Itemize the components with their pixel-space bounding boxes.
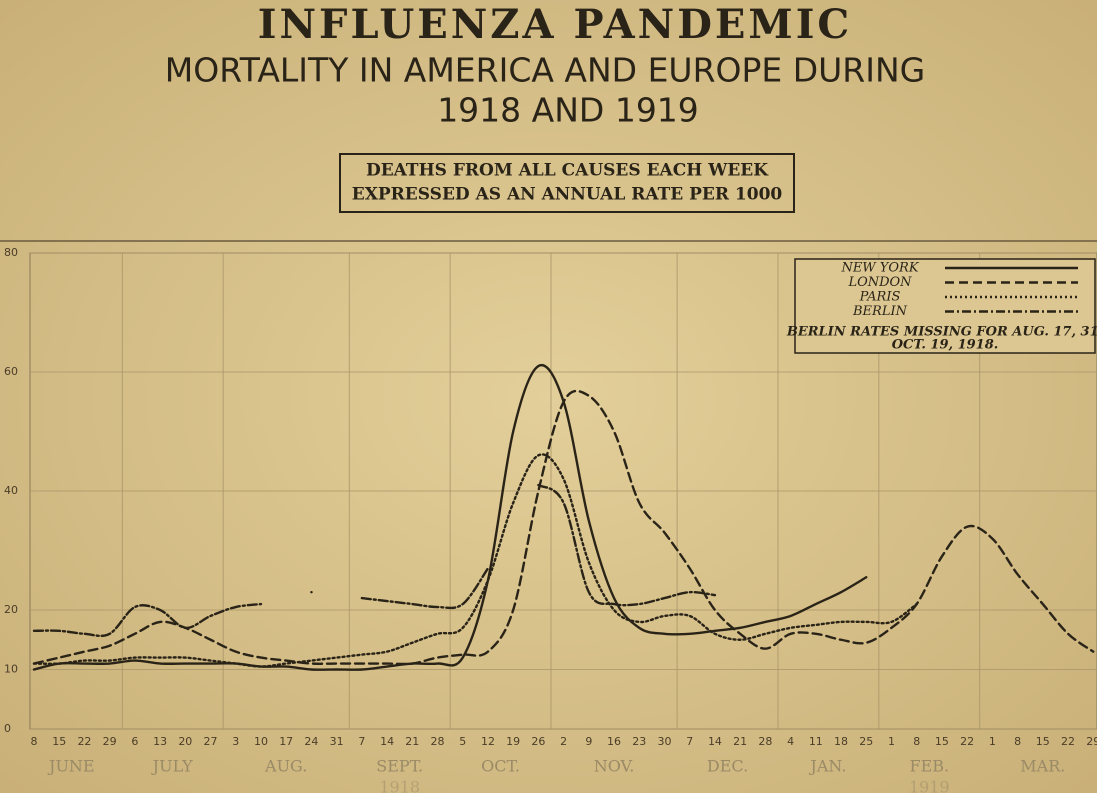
x-tick-label: 28 (758, 735, 772, 748)
month-label: JUNE (47, 757, 95, 776)
x-tick-label: 30 (658, 735, 672, 748)
chart-title: INFLUENZA PANDEMIC (258, 1, 852, 48)
y-tick-label: 40 (4, 484, 18, 497)
x-tick-label: 16 (607, 735, 621, 748)
series-line (537, 483, 717, 607)
month-label: DEC. (707, 757, 748, 776)
x-tick-label: 21 (405, 735, 419, 748)
x-tick-label: 31 (330, 735, 344, 748)
series-line (32, 602, 263, 638)
x-tick-label: 4 (787, 735, 794, 748)
x-tick-label: 15 (935, 735, 949, 748)
lines (32, 363, 1095, 671)
x-tick-label: 18 (834, 735, 848, 748)
series-line (360, 567, 490, 610)
x-tick-label: 8 (1014, 735, 1021, 748)
x-tick-label: 14 (708, 735, 722, 748)
x-tick-label: 26 (531, 735, 545, 748)
month-label: JAN. (808, 757, 846, 776)
x-tick-label: 25 (859, 735, 873, 748)
x-tick-label: 28 (431, 735, 445, 748)
x-tick-label: 6 (131, 735, 138, 748)
y-tick-label: 20 (4, 603, 18, 616)
x-tick-label: 15 (1036, 735, 1050, 748)
x-tick-label: 22 (1061, 735, 1075, 748)
x-tick-label: 5 (459, 735, 466, 748)
note-box (339, 153, 795, 213)
y-tick-label: 10 (4, 663, 18, 676)
x-tick-label: 11 (809, 735, 823, 748)
month-label: OCT. (481, 757, 520, 776)
legend-note: OCT. 19, 1918. (892, 338, 999, 353)
x-tick-label: 27 (204, 735, 218, 748)
legend-note: BERLIN RATES MISSING FOR AUG. 17, 31, (786, 325, 1097, 340)
y-tick-label: 80 (4, 246, 18, 259)
axis: 0 10 20 40 60 80 JUNE JULY AUG. SEPT. OCT. NOV. DEC.… (4, 246, 1097, 793)
x-tick-label: 12 (481, 735, 495, 748)
x-tick-label: 24 (304, 735, 318, 748)
legend-label: PARIS (859, 290, 901, 305)
note-text: EXPRESSED AS AN ANNUAL RATE PER 1000 (352, 185, 783, 205)
month-label: JULY (151, 757, 194, 776)
month-label: NOV. (594, 757, 635, 776)
year-label: 1918 (379, 778, 420, 793)
note-text: DEATHS FROM ALL CAUSES EACH WEEK (366, 161, 769, 181)
chart-subtitle: 1918 AND 1919 (437, 91, 699, 130)
x-tick-label: 21 (733, 735, 747, 748)
legend-label: NEW YORK (840, 261, 919, 276)
x-tick-label: 17 (279, 735, 293, 748)
x-tick-label: 1 (888, 735, 895, 748)
x-tick-label: 1 (989, 735, 996, 748)
year-label: 1919 (909, 778, 950, 793)
x-tick-label: 29 (1086, 735, 1097, 748)
x-tick-label: 15 (52, 735, 66, 748)
x-tick-label: 8 (31, 735, 38, 748)
series-line (32, 363, 868, 671)
chart-subtitle: MORTALITY IN AMERICA AND EUROPE DURING (165, 51, 925, 90)
x-tick-label: 22 (960, 735, 974, 748)
grid (30, 252, 1097, 730)
y-tick-label: 60 (4, 365, 18, 378)
x-tick-label: 14 (380, 735, 394, 748)
legend-label: BERLIN (852, 304, 908, 319)
x-tick-label: 7 (686, 735, 693, 748)
x-tick-label: 3 (232, 735, 239, 748)
month-label: MAR. (1020, 757, 1065, 776)
x-tick-label: 29 (103, 735, 117, 748)
x-tick-label: 10 (254, 735, 268, 748)
x-tick-label: 19 (506, 735, 520, 748)
month-label: SEPT. (376, 757, 423, 776)
x-tick-label: 9 (585, 735, 592, 748)
x-tick-label: 2 (560, 735, 567, 748)
legend-label: LONDON (847, 275, 912, 290)
x-tick-label: 20 (178, 735, 192, 748)
y-tick-label: 0 (4, 722, 11, 735)
month-label: FEB. (909, 757, 949, 776)
x-tick-label: 7 (358, 735, 365, 748)
x-tick-label: 23 (632, 735, 646, 748)
x-tick-label: 13 (153, 735, 167, 748)
series-line (32, 453, 918, 668)
x-tick-label: 8 (913, 735, 920, 748)
x-tick-label: 22 (77, 735, 91, 748)
month-label: AUG. (264, 757, 307, 776)
legend-box (794, 258, 1096, 354)
